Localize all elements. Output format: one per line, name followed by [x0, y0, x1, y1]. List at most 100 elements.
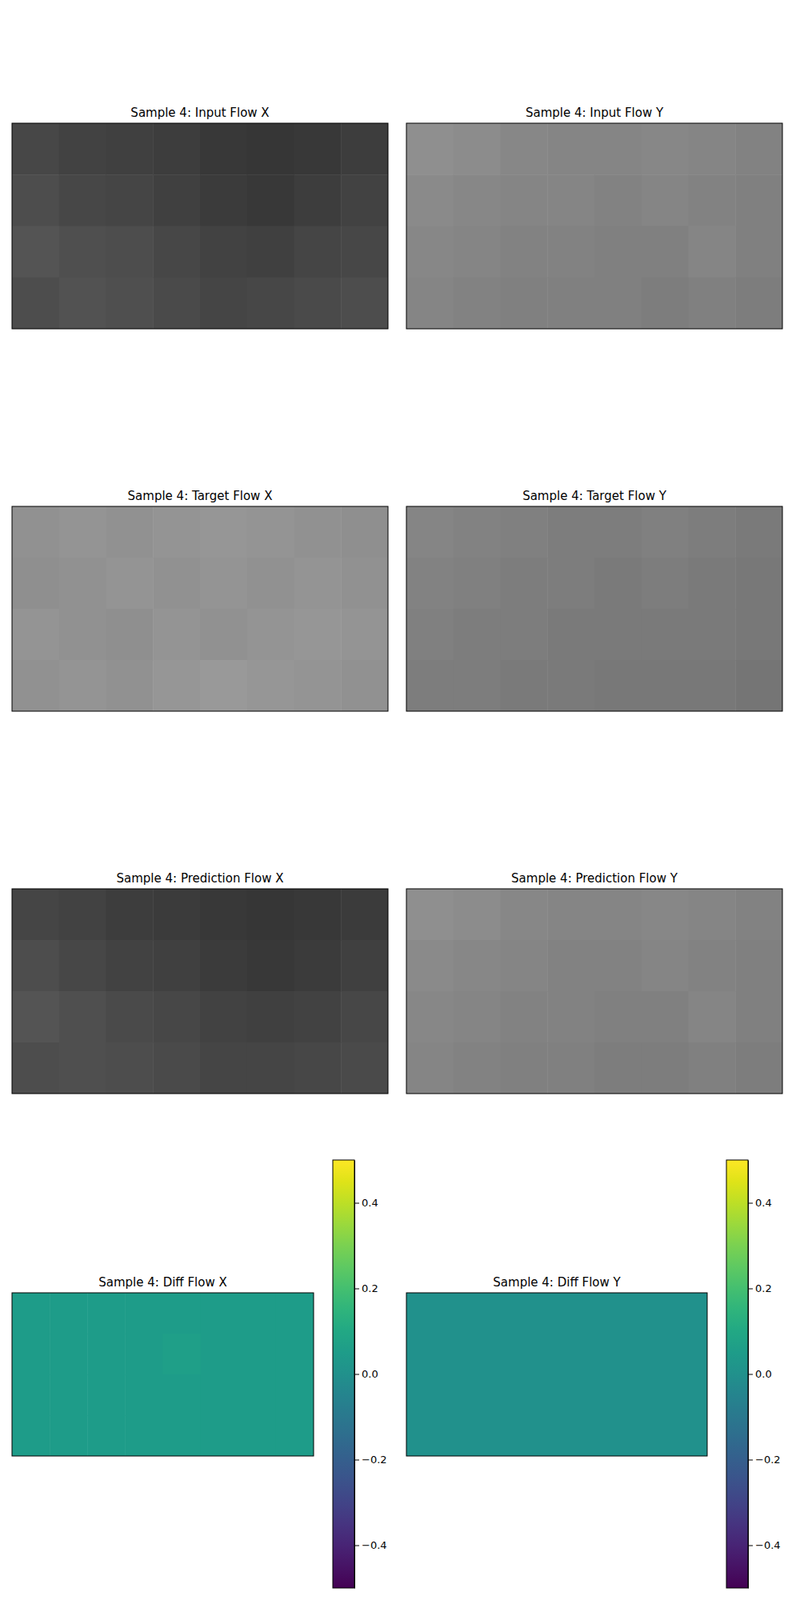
heatmap-cell — [500, 888, 548, 941]
heatmap-cell — [163, 1415, 202, 1456]
tick-label: −0.2 — [361, 1453, 388, 1466]
heatmap-cell — [519, 1415, 558, 1456]
heatmap-cell — [12, 123, 60, 176]
heatmap-cell — [406, 1042, 454, 1094]
heatmap-cell — [594, 1333, 633, 1376]
cells — [406, 506, 783, 712]
heatmap-cell — [594, 1292, 633, 1335]
tick-mark — [354, 1203, 360, 1204]
heatmap-cell — [12, 608, 60, 661]
heatmap-cell — [453, 123, 501, 176]
panel-title: Sample 4: Target Flow Y — [522, 488, 668, 504]
tick-mark — [748, 1545, 753, 1547]
colorbar-tick: −0.2 — [748, 1453, 781, 1466]
heatmap-cell — [106, 608, 154, 661]
heatmap-cell — [247, 991, 295, 1044]
heatmap-cell — [59, 557, 107, 610]
heatmap-cell — [453, 660, 501, 712]
heatmap-cell — [688, 123, 736, 176]
panel: Sample 4: Prediction Flow Y — [406, 871, 784, 1095]
heatmap-cell — [735, 991, 783, 1044]
heatmap-cell — [247, 940, 295, 992]
colorbar-tick: 0.0 — [748, 1368, 772, 1380]
heatmap-cell — [12, 277, 60, 329]
panel-frame — [12, 123, 388, 329]
heatmap-cell — [519, 1333, 558, 1376]
colorbar-tick: −0.4 — [748, 1539, 781, 1552]
cells — [12, 1292, 314, 1456]
heatmap-cell — [12, 226, 60, 279]
heatmap-cell — [735, 557, 783, 610]
heatmap-cell — [152, 660, 200, 712]
heatmap-cell — [406, 277, 454, 329]
panel: Sample 4: Prediction Flow X — [12, 871, 389, 1095]
heatmap-cell — [59, 660, 107, 712]
heatmap-cell — [406, 557, 454, 610]
heatmap-cell — [594, 660, 642, 712]
tick-label: 0.0 — [361, 1368, 379, 1380]
heatmap-cell — [594, 174, 642, 227]
heatmap-cell — [49, 1333, 88, 1376]
heatmap-cell — [688, 940, 736, 992]
heatmap-cell — [406, 1374, 445, 1416]
heatmap-cell — [247, 557, 295, 610]
heatmap-cell — [453, 226, 501, 279]
heatmap-cell — [641, 506, 689, 559]
heatmap-cell — [547, 557, 595, 610]
heatmap-cell — [247, 123, 295, 176]
heatmap-cell — [12, 1415, 51, 1456]
heatmap-cell — [444, 1292, 483, 1335]
heatmap-cell — [106, 277, 154, 329]
heatmap-cell — [12, 1374, 51, 1416]
heatmap-cell — [406, 660, 454, 712]
panel: Sample 4: Input Flow Y — [406, 105, 784, 330]
heatmap-cell — [632, 1374, 671, 1416]
heatmap-cell — [124, 1333, 164, 1376]
heatmap-cell — [547, 940, 595, 992]
heatmap-cell — [556, 1374, 596, 1416]
heatmap-cell — [453, 888, 501, 941]
heatmap-cell — [641, 277, 689, 329]
heatmap-cell — [340, 660, 388, 712]
heatmap-cell — [594, 123, 642, 176]
panel-frame — [406, 123, 783, 329]
heatmap-cell — [340, 1042, 388, 1094]
heatmap-cell — [152, 174, 200, 227]
heatmap-cell — [152, 506, 200, 559]
heatmap-cell — [641, 123, 689, 176]
heatmap-cell — [12, 991, 60, 1044]
heatmap-cell — [276, 1333, 314, 1376]
heatmap-cell — [641, 888, 689, 941]
heatmap-cell — [594, 888, 642, 941]
heatmap-cell — [247, 660, 295, 712]
heatmap-cell — [556, 1333, 596, 1376]
tick-mark — [748, 1374, 753, 1376]
heatmap-cell — [481, 1292, 520, 1335]
heatmap-cell — [500, 940, 548, 992]
heatmap-cell — [12, 940, 60, 992]
heatmap-cell — [453, 557, 501, 610]
panel: Sample 4: Target Flow X — [12, 488, 389, 712]
heatmap-cell — [547, 277, 595, 329]
heatmap-cell — [59, 174, 107, 227]
heatmap-cell — [276, 1292, 314, 1335]
heatmap-cell — [87, 1374, 126, 1416]
heatmap-cell — [124, 1415, 164, 1456]
heatmap-cell — [406, 1333, 445, 1376]
heatmap-cell — [200, 608, 248, 661]
heatmap-cell — [453, 1042, 501, 1094]
heatmap-cell — [547, 608, 595, 661]
cells — [12, 506, 388, 712]
heatmap-cell — [238, 1415, 277, 1456]
heatmap-cell — [87, 1333, 126, 1376]
heatmap-cell — [200, 660, 248, 712]
panel-frame — [406, 888, 783, 1094]
heatmap-cell — [106, 660, 154, 712]
panel-title: Sample 4: Input Flow Y — [525, 105, 664, 120]
heatmap-cell — [444, 1374, 483, 1416]
heatmap-cell — [247, 888, 295, 941]
heatmap-cell — [735, 123, 783, 176]
tick-label: −0.2 — [755, 1453, 781, 1466]
heatmap-cell — [340, 277, 388, 329]
tick-label: −0.4 — [755, 1539, 781, 1552]
